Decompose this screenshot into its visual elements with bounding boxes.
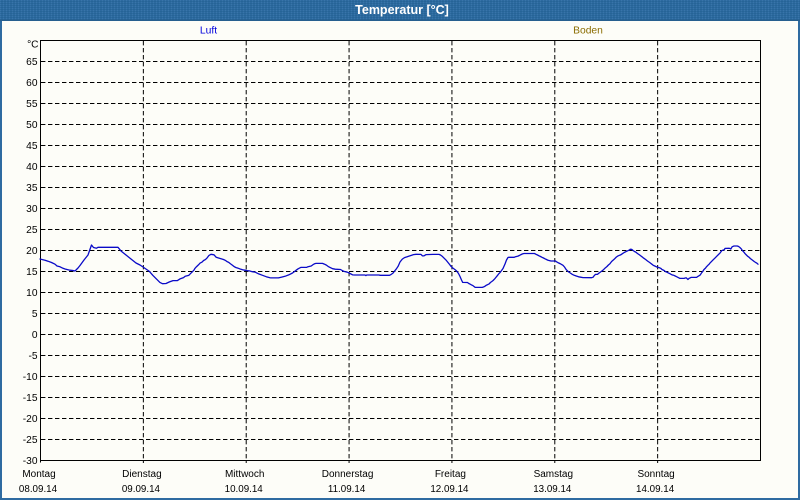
svg-text:14.09.14: 14.09.14	[636, 484, 675, 495]
svg-text:40: 40	[26, 162, 38, 173]
svg-text:Montag: Montag	[22, 469, 55, 480]
svg-text:30: 30	[26, 204, 38, 215]
svg-text:55: 55	[26, 99, 38, 110]
svg-text:Sonntag: Sonntag	[637, 469, 674, 480]
svg-text:65: 65	[26, 57, 38, 68]
svg-text:-5: -5	[28, 351, 37, 362]
svg-text:60: 60	[26, 78, 38, 89]
svg-text:35: 35	[26, 183, 38, 194]
svg-text:09.09.14: 09.09.14	[122, 484, 161, 495]
svg-text:11.09.14: 11.09.14	[328, 484, 366, 495]
svg-text:-10: -10	[23, 372, 38, 383]
svg-text:Freitag: Freitag	[435, 469, 466, 480]
svg-text:-25: -25	[23, 435, 38, 446]
svg-text:Mittwoch: Mittwoch	[225, 469, 264, 480]
svg-text:5: 5	[32, 309, 38, 320]
svg-text:0: 0	[32, 330, 38, 341]
svg-text:Luft: Luft	[200, 26, 217, 37]
svg-text:15: 15	[26, 267, 38, 278]
svg-text:50: 50	[26, 120, 38, 131]
svg-text:°C: °C	[27, 40, 38, 51]
svg-text:10.09.14: 10.09.14	[225, 484, 264, 495]
svg-text:Dienstag: Dienstag	[122, 469, 161, 480]
svg-text:12.09.14: 12.09.14	[430, 484, 469, 495]
svg-text:Boden: Boden	[573, 26, 603, 37]
svg-text:13.09.14: 13.09.14	[533, 484, 572, 495]
svg-text:08.09.14: 08.09.14	[19, 484, 58, 495]
svg-text:45: 45	[26, 141, 38, 152]
svg-text:Donnerstag: Donnerstag	[322, 469, 374, 480]
svg-text:20: 20	[26, 246, 38, 257]
svg-text:10: 10	[26, 288, 38, 299]
svg-text:-30: -30	[23, 456, 38, 467]
svg-text:Temperatur [°C]: Temperatur [°C]	[355, 3, 449, 17]
svg-text:-15: -15	[23, 393, 38, 404]
svg-text:-20: -20	[23, 414, 38, 425]
svg-text:25: 25	[26, 225, 38, 236]
svg-text:Samstag: Samstag	[534, 469, 573, 480]
